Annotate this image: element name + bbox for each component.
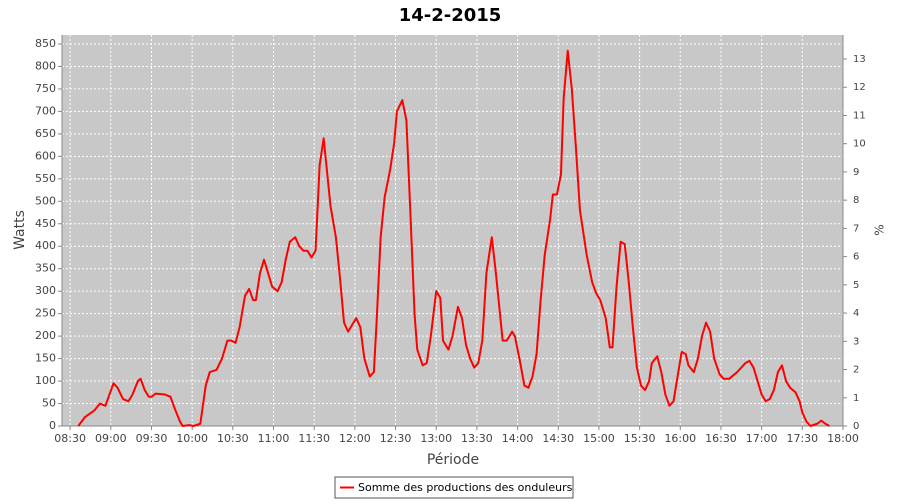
y2-tick-label: 13 bbox=[853, 54, 866, 65]
y-tick-label: 50 bbox=[42, 397, 56, 410]
y-tick-label: 200 bbox=[35, 329, 56, 342]
y2-tick-label: 10 bbox=[853, 139, 866, 150]
y-tick-label: 450 bbox=[35, 217, 56, 230]
y-tick-label: 350 bbox=[35, 262, 56, 275]
y-tick-label: 400 bbox=[35, 239, 56, 252]
y2-tick-label: 4 bbox=[853, 308, 859, 319]
y2-tick-label: 5 bbox=[853, 280, 859, 291]
y-tick-label: 750 bbox=[35, 82, 56, 95]
y-tick-label: 500 bbox=[35, 194, 56, 207]
x-tick-label: 16:00 bbox=[664, 432, 696, 445]
y-tick-label: 850 bbox=[35, 37, 56, 50]
y2-tick-label: 8 bbox=[853, 195, 859, 206]
x-tick-label: 15:00 bbox=[583, 432, 615, 445]
y2-tick-label: 1 bbox=[853, 393, 859, 404]
x-tick-label: 17:00 bbox=[746, 432, 778, 445]
y2-axis-label: % bbox=[873, 224, 887, 235]
y-tick-label: 300 bbox=[35, 284, 56, 297]
y-axis-label: Watts bbox=[12, 210, 28, 250]
x-axis-label: Période bbox=[427, 452, 479, 468]
y-tick-label: 0 bbox=[49, 419, 56, 432]
x-tick-label: 11:30 bbox=[298, 432, 330, 445]
y-tick-label: 550 bbox=[35, 172, 56, 185]
x-tick-label: 09:30 bbox=[136, 432, 168, 445]
x-tick-label: 12:30 bbox=[380, 432, 412, 445]
y2-tick-label: 7 bbox=[853, 223, 859, 234]
x-tick-label: 17:30 bbox=[786, 432, 818, 445]
x-tick-label: 10:30 bbox=[217, 432, 249, 445]
y-tick-label: 100 bbox=[35, 374, 56, 387]
y2-tick-label: 6 bbox=[853, 252, 859, 263]
x-tick-label: 13:30 bbox=[461, 432, 493, 445]
y2-tick-label: 3 bbox=[853, 336, 859, 347]
y-tick-label: 150 bbox=[35, 352, 56, 365]
x-tick-label: 10:00 bbox=[176, 432, 208, 445]
x-tick-label: 14:30 bbox=[542, 432, 574, 445]
legend-box bbox=[334, 476, 574, 499]
legend-label: Somme des productions des onduleurs bbox=[358, 481, 573, 494]
y-tick-label: 650 bbox=[35, 127, 56, 140]
x-tick-label: 14:00 bbox=[502, 432, 534, 445]
x-tick-label: 18:00 bbox=[827, 432, 859, 445]
y-tick-label: 700 bbox=[35, 104, 56, 117]
chart-title: 14-2-2015 bbox=[399, 5, 502, 26]
y-tick-label: 800 bbox=[35, 59, 56, 72]
x-tick-label: 16:30 bbox=[705, 432, 737, 445]
x-tick-label: 08:30 bbox=[54, 432, 86, 445]
x-tick-label: 11:00 bbox=[258, 432, 290, 445]
y2-tick-label: 9 bbox=[853, 167, 859, 178]
y-tick-label: 600 bbox=[35, 149, 56, 162]
plot-area bbox=[62, 35, 843, 426]
y2-tick-label: 0 bbox=[853, 421, 859, 432]
y2-tick-label: 12 bbox=[853, 82, 866, 93]
data-line bbox=[77, 49, 830, 427]
x-tick-label: 09:00 bbox=[95, 432, 127, 445]
y-tick-label: 250 bbox=[35, 307, 56, 320]
x-tick-label: 13:00 bbox=[420, 432, 452, 445]
y2-tick-label: 2 bbox=[853, 365, 859, 376]
x-tick-label: 15:30 bbox=[624, 432, 656, 445]
y2-tick-label: 11 bbox=[853, 110, 866, 121]
x-tick-label: 12:00 bbox=[339, 432, 371, 445]
